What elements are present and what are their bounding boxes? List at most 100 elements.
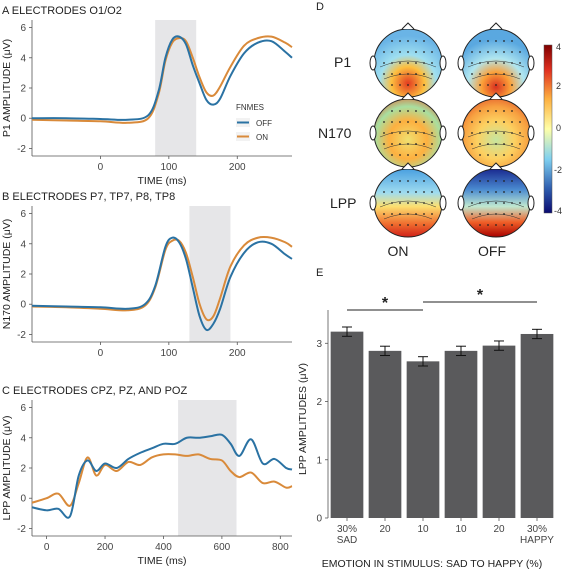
panel-b-analysis-window [189, 206, 231, 342]
panel-c-y-tick-label: 0 [20, 494, 26, 505]
panel-b-y-tick-label: 2 [20, 270, 26, 281]
electrode-dot [415, 84, 417, 86]
electrode-dot [415, 202, 417, 204]
colorbar-tick: -2 [554, 165, 562, 175]
electrode-dot [487, 180, 489, 182]
electrode-dot [487, 110, 489, 112]
topo-row-n170-label: N170 [318, 125, 352, 141]
panel-a-x-tick-label: 0 [98, 162, 104, 173]
electrode-dot [383, 62, 385, 64]
electrode-dot [431, 143, 433, 145]
electrode-dot [479, 73, 481, 75]
panel-e-x-tick-label: 10 [455, 524, 467, 535]
electrode-dot [511, 191, 513, 193]
electrode-dot [423, 213, 425, 215]
electrode-dot [479, 143, 481, 145]
electrode-dot [495, 180, 497, 182]
electrode-dot [391, 154, 393, 156]
electrode-dot [383, 202, 385, 204]
electrode-dot [511, 143, 513, 145]
electrode-dot [407, 110, 409, 112]
electrode-dot [503, 202, 505, 204]
electrode-dot [471, 62, 473, 64]
electrode-dot [503, 62, 505, 64]
electrode-dot [479, 110, 481, 112]
electrode-dot [431, 132, 433, 134]
panel-a-series-off-line [31, 35, 293, 121]
electrode-dot [399, 132, 401, 134]
electrode-dot [431, 191, 433, 193]
panel-a-y-tick-label: 4 [20, 53, 26, 64]
electrode-dot [399, 191, 401, 193]
electrode-dot [519, 62, 521, 64]
electrode-dot [495, 110, 497, 112]
electrode-dot [415, 224, 417, 226]
panel-e-y-tick-label: 2 [316, 397, 322, 408]
electrode-dot [471, 202, 473, 204]
panel-b-y-tick-label: 6 [20, 209, 26, 220]
bar [482, 345, 516, 518]
panel-b-x-tick-label: 200 [229, 348, 246, 359]
panel-a-x-axis-label: TIME (ms) [138, 175, 187, 187]
electrode-dot [391, 51, 393, 53]
electrode-dot [391, 40, 393, 42]
panel-a-analysis-window [155, 20, 197, 156]
electrode-dot [407, 84, 409, 86]
electrode-dot [511, 121, 513, 123]
electrode-dot [487, 202, 489, 204]
electrode-dot [503, 121, 505, 123]
electrode-dot [471, 121, 473, 123]
electrode-dot [407, 224, 409, 226]
electrode-dot [503, 51, 505, 53]
contour-line [467, 60, 525, 68]
topomap-p1-off [457, 22, 535, 98]
panel-e-label: E [316, 267, 323, 279]
panel-a-legend: FNMES OFF ON [236, 103, 272, 142]
contour-line [467, 200, 525, 208]
panel-e-y-tick-label: 0 [316, 514, 322, 525]
electrode-dot [407, 202, 409, 204]
electrode-dot [391, 110, 393, 112]
electrode-dot [383, 213, 385, 215]
electrode-dot [431, 62, 433, 64]
electrode-dot [503, 110, 505, 112]
panel-b-series-on-line [31, 235, 293, 322]
electrode-dot [495, 202, 497, 204]
panel-c-x-tick-label: 0 [44, 542, 50, 553]
panel-a-title: A ELECTRODES O1/O2 [2, 5, 122, 17]
electrode-dot [423, 110, 425, 112]
electrode-dot [431, 73, 433, 75]
electrode-dot [471, 51, 473, 53]
electrode-dot [407, 154, 409, 156]
electrode-dot [519, 143, 521, 145]
panel-c-title: C ELECTRODES CPZ, PZ, AND POZ [2, 385, 187, 397]
panel-e-x-tick-label: 30% [337, 524, 357, 535]
panel-b-series-off-line [31, 236, 293, 332]
electrode-dot [383, 121, 385, 123]
panel-c-analysis-window [178, 400, 237, 536]
significance-star-2: * [477, 287, 484, 304]
contour-line [383, 73, 433, 80]
electrode-dot [399, 202, 401, 204]
electrode-dot [511, 224, 513, 226]
panel-b-panel: B ELECTRODES P7, TP7, P8, TP8 -2 0 2 4 6 0 100 2… [1, 191, 293, 359]
electrode-dot [479, 213, 481, 215]
electrode-dot [519, 73, 521, 75]
electrode-dot [487, 51, 489, 53]
electrode-dot [415, 154, 417, 156]
electrode-dot [511, 73, 513, 75]
panel-c-x-tick-label: 600 [214, 542, 231, 553]
panel-a-panel: A ELECTRODES O1/O2 -2 0 2 4 6 0 100 200 P1 AMPLIT… [1, 5, 293, 187]
electrode-dot [471, 191, 473, 193]
panel-e-x-tick-sublabel: SAD [337, 535, 358, 546]
panel-b-y-axis-label: N170 AMPLITUDE (μV) [1, 219, 13, 330]
panel-c-series-off-line [31, 433, 293, 519]
panel-e-y-tick-label: 1 [316, 455, 322, 466]
panel-c-y-tick-label: -2 [17, 524, 26, 535]
legend-label-off: OFF [256, 119, 272, 128]
electrode-dots [379, 40, 525, 226]
electrode-dot [391, 213, 393, 215]
electrode-dot [407, 51, 409, 53]
electrode-dot [511, 40, 513, 42]
